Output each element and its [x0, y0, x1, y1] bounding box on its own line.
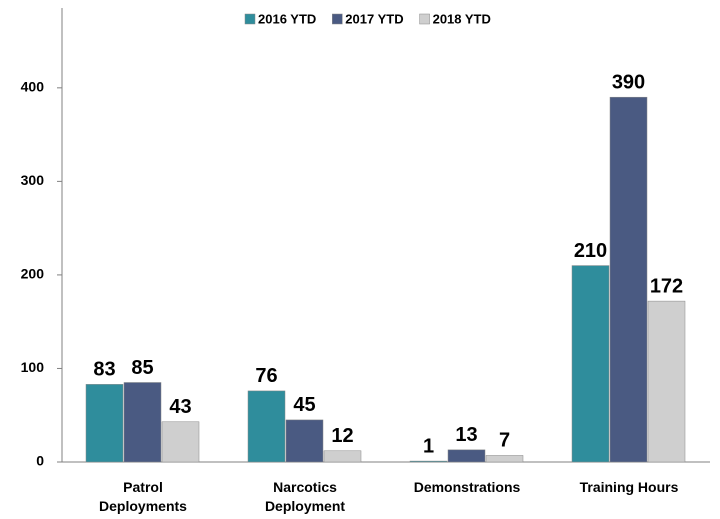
legend-swatch — [332, 13, 343, 25]
bar — [447, 449, 486, 463]
legend-swatch — [419, 13, 430, 25]
y-tick-label: 100 — [21, 359, 45, 375]
value-label: 85 — [131, 357, 153, 379]
value-label: 13 — [455, 424, 477, 446]
y-tick-label: 300 — [21, 172, 45, 188]
value-label: 210 — [574, 240, 607, 262]
legend-label: 2016 YTD — [258, 11, 316, 26]
y-tick-label: 400 — [21, 79, 45, 95]
x-tick-label: Training Hours — [579, 479, 679, 495]
bar — [123, 382, 162, 463]
bar — [323, 450, 362, 463]
y-tick-label: 200 — [21, 266, 45, 282]
value-label: 7 — [499, 430, 510, 452]
value-label: 45 — [293, 394, 315, 416]
bar — [647, 300, 686, 463]
value-label: 172 — [650, 275, 683, 297]
bar — [247, 390, 286, 463]
legend-label: 2017 YTD — [345, 11, 403, 26]
bar — [571, 265, 610, 463]
bar — [485, 455, 524, 463]
x-tick-label: Demonstrations — [413, 479, 521, 495]
bar — [161, 421, 200, 463]
y-tick-label: 0 — [36, 453, 44, 469]
bar — [85, 384, 124, 463]
value-label: 1 — [423, 435, 434, 457]
value-label: 76 — [255, 365, 277, 387]
value-label: 43 — [169, 396, 191, 418]
value-label: 12 — [331, 425, 353, 447]
bar — [409, 460, 448, 463]
value-label: 83 — [93, 359, 115, 381]
x-tick-label: Patrol Deployments — [99, 479, 187, 514]
bar — [609, 96, 648, 463]
x-tick-label: Narcotics Deployment — [264, 479, 346, 514]
bar — [285, 419, 324, 463]
legend-label: 2018 YTD — [433, 11, 491, 26]
legend-swatch — [244, 13, 256, 25]
value-label: 390 — [612, 71, 645, 93]
